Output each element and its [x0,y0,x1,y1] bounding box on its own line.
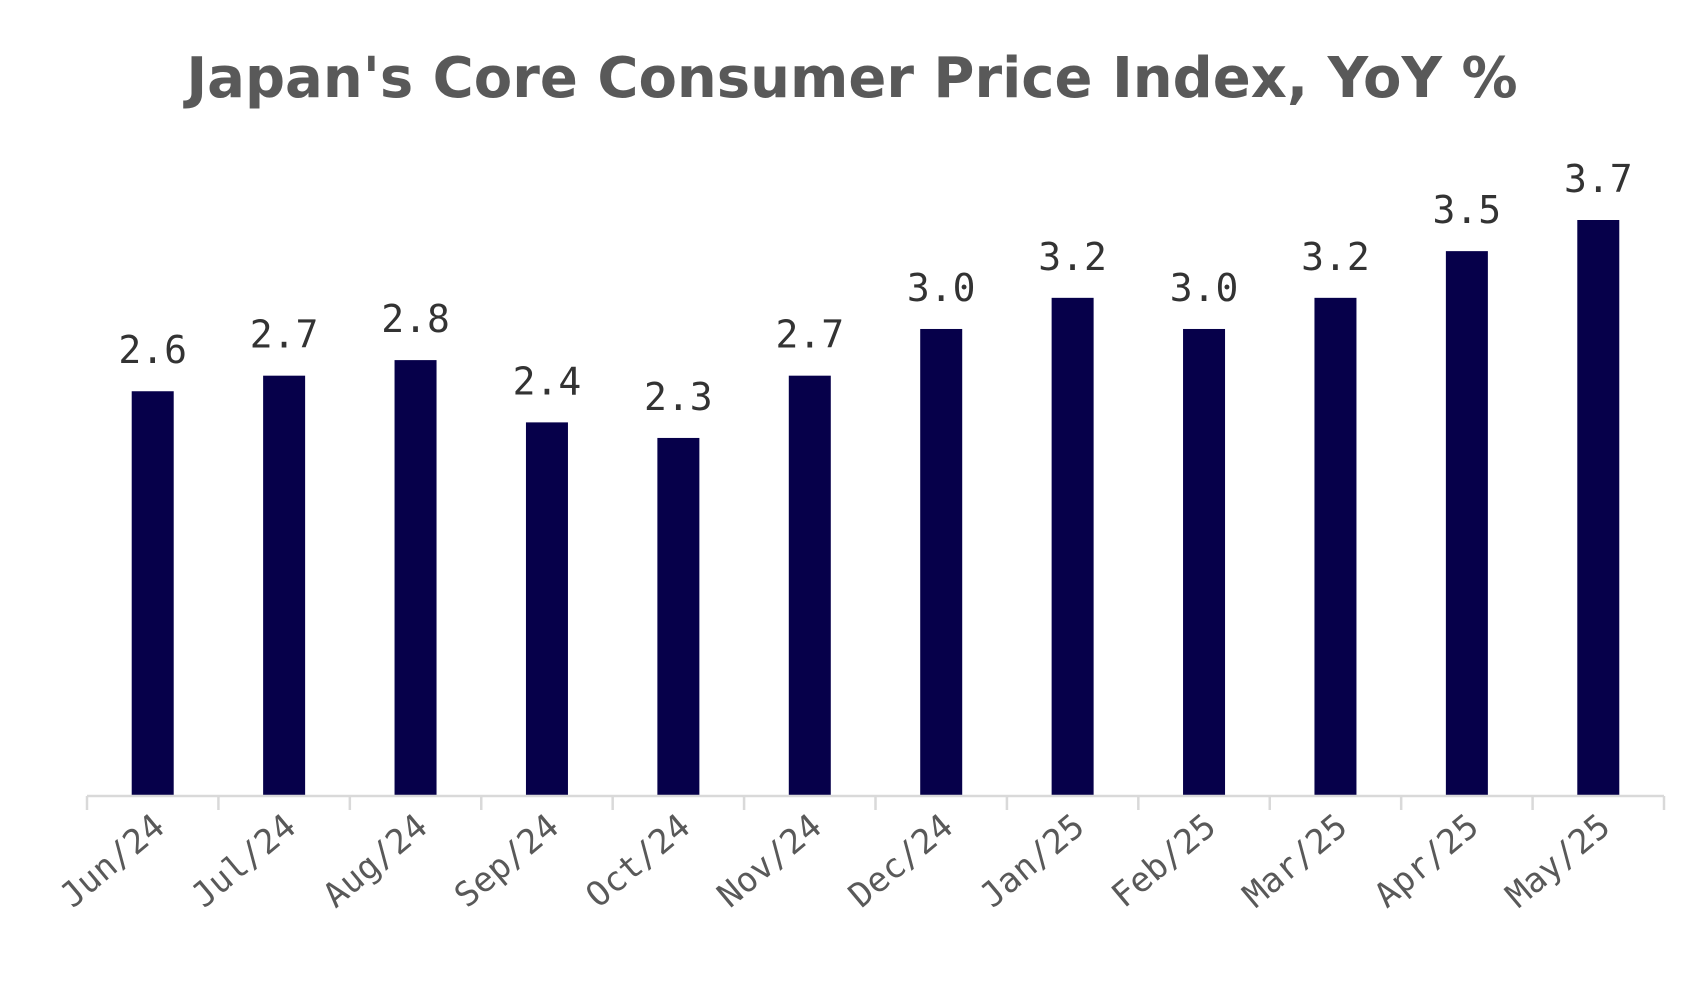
data-label: 3.2 [1301,235,1370,279]
bar-may-25 [1577,220,1620,796]
bar-jun-24 [131,391,174,796]
x-tick-label: Mar/25 [1235,806,1355,916]
chart-title: Japan's Core Consumer Price Index, YoY % [182,46,1517,111]
bar-nov-24 [788,375,831,796]
data-label: 3.5 [1433,188,1502,232]
data-label: 3.0 [907,266,976,310]
x-axis-tick-labels: Jun/24 Jul/24 Aug/24 Sep/24 Oct/24 Nov/24 Dec/… [53,806,1618,916]
x-axis-ticks [85,796,1666,810]
data-label: 2.6 [118,328,187,372]
bar-jul-24 [263,375,306,796]
bars-layer [131,220,1620,796]
bar-jan-25 [1051,297,1094,796]
bar-aug-24 [394,360,437,796]
data-label: 2.4 [513,359,582,403]
data-label: 2.3 [644,375,713,419]
data-label: 2.7 [250,313,319,357]
x-tick-label: Oct/24 [578,806,698,916]
x-tick-label: Feb/25 [1104,806,1224,916]
data-labels-layer: 2.6 2.7 2.8 2.4 2.3 2.7 3.0 3.2 3.0 3.2 3.5 3.7 [118,157,1632,419]
x-tick-label: Dec/24 [841,806,961,916]
x-tick-label: Jan/25 [973,806,1093,916]
data-label: 2.7 [775,313,844,357]
bar-apr-25 [1445,251,1488,796]
bar-dec-24 [920,328,963,796]
data-label: 3.7 [1564,157,1633,201]
x-tick-label: Nov/24 [710,806,830,916]
data-label: 3.2 [1038,235,1107,279]
bar-feb-25 [1183,328,1226,796]
x-tick-label: Jun/24 [53,806,173,916]
bar-sep-24 [525,422,568,796]
x-tick-label: Jul/24 [184,806,304,916]
x-tick-label: Aug/24 [316,806,436,916]
x-tick-label: Apr/25 [1367,806,1487,916]
data-label: 3.0 [1170,266,1239,310]
bar-oct-24 [657,437,700,796]
x-tick-label: May/25 [1498,806,1618,916]
data-label: 2.8 [381,297,450,341]
x-tick-label: Sep/24 [447,806,567,916]
bar-mar-25 [1314,297,1357,796]
